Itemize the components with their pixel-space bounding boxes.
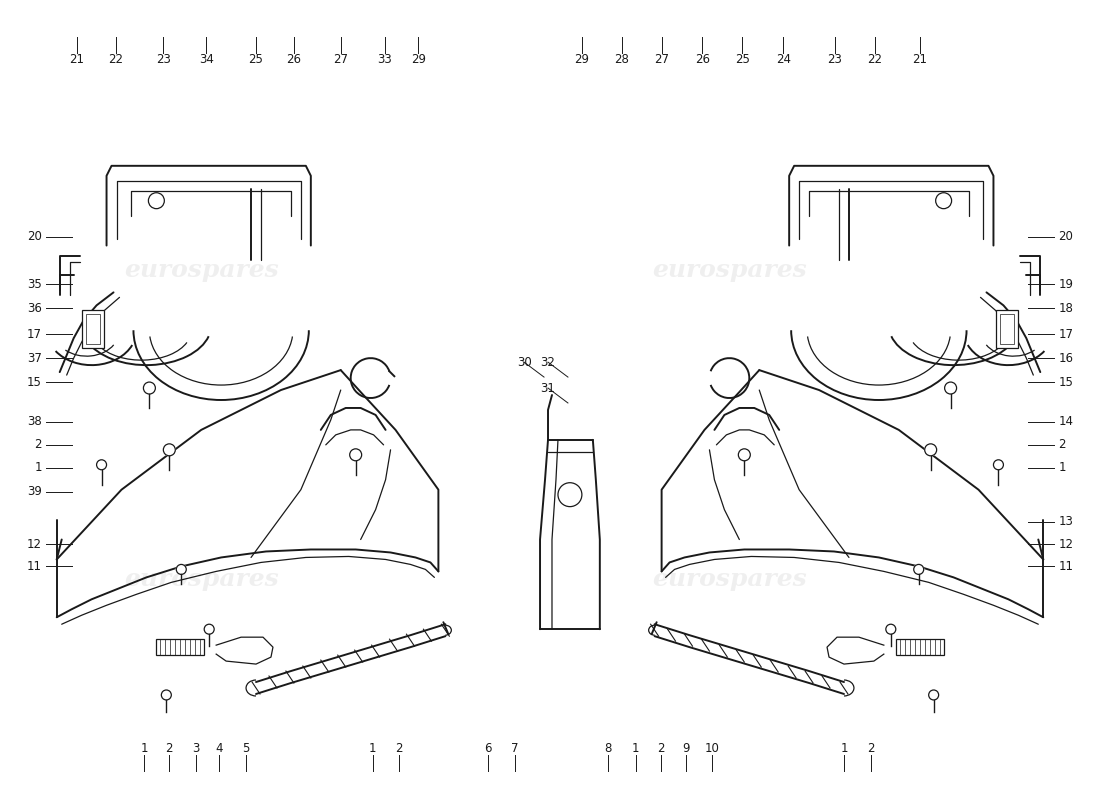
Text: 20: 20	[1058, 230, 1074, 243]
Text: 38: 38	[28, 415, 42, 429]
Text: 2: 2	[867, 742, 875, 755]
Text: 2: 2	[395, 742, 403, 755]
Text: 2: 2	[1058, 438, 1066, 451]
Text: 30: 30	[517, 356, 531, 369]
Circle shape	[148, 193, 164, 209]
Text: 15: 15	[1058, 375, 1074, 389]
Bar	[895, 639, 944, 655]
Bar	[156, 639, 205, 655]
Text: 31: 31	[540, 382, 556, 394]
Circle shape	[143, 382, 155, 394]
Text: 17: 17	[1058, 328, 1074, 341]
Circle shape	[914, 565, 924, 574]
Text: 33: 33	[377, 53, 392, 66]
Text: 24: 24	[776, 53, 791, 66]
Text: 11: 11	[26, 560, 42, 573]
Text: 2: 2	[657, 742, 664, 755]
Text: eurospares: eurospares	[652, 567, 806, 591]
Circle shape	[558, 482, 582, 506]
Text: 1: 1	[632, 742, 639, 755]
Circle shape	[886, 624, 895, 634]
Bar	[1000, 314, 1014, 344]
Text: 8: 8	[604, 742, 612, 755]
Text: 19: 19	[1058, 278, 1074, 291]
Text: 29: 29	[411, 53, 426, 66]
Text: 25: 25	[249, 53, 264, 66]
Text: 23: 23	[827, 53, 843, 66]
Text: 11: 11	[1058, 560, 1074, 573]
Circle shape	[993, 460, 1003, 470]
Text: 13: 13	[1058, 515, 1074, 528]
Text: 34: 34	[199, 53, 213, 66]
Circle shape	[97, 460, 107, 470]
Text: 14: 14	[1058, 415, 1074, 429]
Text: 22: 22	[868, 53, 882, 66]
Text: 1: 1	[141, 742, 149, 755]
Bar	[997, 310, 1019, 348]
Text: 12: 12	[26, 538, 42, 551]
Text: 12: 12	[1058, 538, 1074, 551]
Text: 21: 21	[69, 53, 84, 66]
Text: 27: 27	[654, 53, 669, 66]
Text: 16: 16	[1058, 352, 1074, 365]
Text: 26: 26	[286, 53, 301, 66]
Text: 32: 32	[540, 356, 556, 369]
Text: 2: 2	[166, 742, 173, 755]
Text: 36: 36	[26, 302, 42, 315]
Circle shape	[928, 690, 938, 700]
Text: 1: 1	[1058, 462, 1066, 474]
Text: 10: 10	[705, 742, 719, 755]
Text: 1: 1	[840, 742, 848, 755]
Text: 21: 21	[912, 53, 927, 66]
Text: 18: 18	[1058, 302, 1074, 315]
Circle shape	[945, 382, 957, 394]
Text: 27: 27	[333, 53, 349, 66]
Text: 3: 3	[192, 742, 200, 755]
Text: 4: 4	[216, 742, 223, 755]
Polygon shape	[217, 637, 273, 664]
Text: eurospares: eurospares	[124, 567, 278, 591]
Text: 9: 9	[682, 742, 690, 755]
Text: 2: 2	[34, 438, 42, 451]
Text: 17: 17	[26, 328, 42, 341]
Circle shape	[925, 444, 937, 456]
Text: 26: 26	[695, 53, 710, 66]
Circle shape	[176, 565, 186, 574]
Text: 22: 22	[108, 53, 123, 66]
Circle shape	[738, 449, 750, 461]
Text: 39: 39	[26, 485, 42, 498]
Bar	[81, 310, 103, 348]
Text: 29: 29	[574, 53, 590, 66]
Text: eurospares: eurospares	[124, 258, 278, 282]
Text: 7: 7	[512, 742, 519, 755]
Polygon shape	[827, 637, 883, 664]
Text: 37: 37	[26, 352, 42, 365]
Text: 15: 15	[26, 375, 42, 389]
Text: 35: 35	[28, 278, 42, 291]
Text: 23: 23	[156, 53, 170, 66]
Circle shape	[350, 449, 362, 461]
Text: 28: 28	[614, 53, 629, 66]
Text: 1: 1	[368, 742, 376, 755]
Text: 6: 6	[484, 742, 492, 755]
Text: 1: 1	[34, 462, 42, 474]
Circle shape	[162, 690, 172, 700]
Circle shape	[163, 444, 175, 456]
Text: 5: 5	[242, 742, 250, 755]
Circle shape	[936, 193, 952, 209]
Text: eurospares: eurospares	[652, 258, 806, 282]
Circle shape	[205, 624, 214, 634]
Bar	[86, 314, 100, 344]
Text: 20: 20	[26, 230, 42, 243]
Text: 25: 25	[735, 53, 750, 66]
